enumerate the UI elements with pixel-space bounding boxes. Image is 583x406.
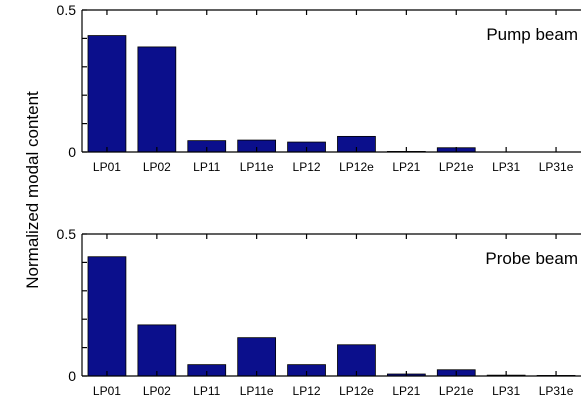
bar-lp02: [137, 46, 177, 153]
panel-label: Pump beam: [486, 25, 578, 44]
x-tick-label-lp11e: LP11e: [240, 384, 274, 398]
x-tick-label-lp11e: LP11e: [240, 160, 274, 174]
bar-lp12e: [337, 344, 376, 377]
bar-lp11e: [237, 337, 277, 377]
y-tick-label: 0.5: [57, 2, 77, 18]
x-tick-label-lp21: LP21: [392, 160, 420, 174]
x-tick-label-lp12e: LP12e: [339, 384, 374, 398]
bar-lp01: [87, 35, 127, 153]
x-tick-label-lp31e: LP31e: [539, 384, 574, 398]
x-tick-label-lp12e: LP12e: [339, 160, 374, 174]
x-tick-label-lp02: LP02: [143, 384, 171, 398]
x-tick-label-lp01: LP01: [93, 384, 121, 398]
panel-label: Probe beam: [485, 249, 578, 268]
x-tick-label-lp12: LP12: [293, 160, 321, 174]
y-tick-label: 0: [68, 144, 76, 160]
bar-lp02: [137, 324, 177, 377]
x-tick-label-lp31: LP31: [492, 160, 520, 174]
x-tick-label-lp12: LP12: [293, 384, 321, 398]
x-tick-label-lp31: LP31: [492, 384, 520, 398]
bar-lp01: [87, 256, 127, 377]
x-tick-label-lp02: LP02: [143, 160, 171, 174]
y-tick-label: 0: [68, 368, 76, 384]
x-tick-label-lp01: LP01: [93, 160, 121, 174]
x-tick-label-lp21e: LP21e: [439, 160, 474, 174]
x-tick-label-lp31e: LP31e: [539, 160, 574, 174]
x-tick-label-lp21e: LP21e: [439, 384, 474, 398]
x-tick-label-lp11: LP11: [193, 384, 220, 398]
x-tick-label-lp21: LP21: [392, 384, 420, 398]
y-axis-label: Normalized modal content: [23, 91, 42, 289]
x-tick-label-lp11: LP11: [193, 160, 220, 174]
y-tick-label: 0.5: [57, 226, 77, 242]
